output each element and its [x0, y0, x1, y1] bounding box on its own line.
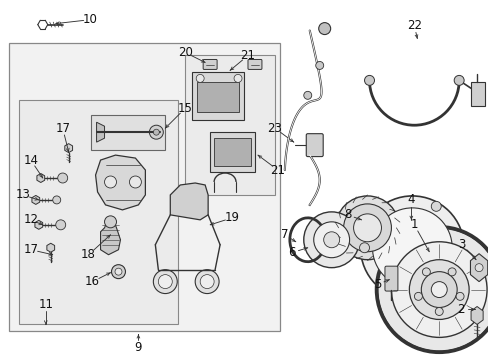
Polygon shape [37, 174, 44, 183]
Circle shape [343, 204, 390, 252]
Circle shape [413, 292, 422, 300]
Text: 8: 8 [343, 208, 350, 221]
Text: 15: 15 [178, 102, 192, 115]
Text: 14: 14 [23, 154, 38, 167]
Bar [197, 82, 239, 112]
Circle shape [364, 75, 374, 85]
Text: 23: 23 [267, 122, 282, 135]
Circle shape [430, 284, 440, 294]
Circle shape [153, 270, 177, 293]
Polygon shape [35, 220, 42, 229]
Polygon shape [32, 195, 40, 204]
Polygon shape [65, 144, 72, 153]
Circle shape [315, 62, 323, 69]
Circle shape [372, 208, 451, 288]
Circle shape [360, 196, 463, 300]
Text: 3: 3 [458, 238, 465, 251]
Polygon shape [95, 155, 145, 210]
Circle shape [115, 268, 122, 275]
Text: 19: 19 [224, 211, 239, 224]
Circle shape [474, 264, 482, 272]
Text: 17: 17 [55, 122, 70, 135]
Text: 4: 4 [407, 193, 414, 206]
Circle shape [56, 220, 65, 230]
Circle shape [303, 91, 311, 99]
Circle shape [158, 275, 172, 289]
Text: 11: 11 [38, 298, 53, 311]
Polygon shape [96, 122, 104, 142]
Circle shape [149, 125, 163, 139]
Circle shape [353, 214, 381, 242]
Polygon shape [47, 243, 55, 252]
Circle shape [455, 292, 463, 300]
Circle shape [196, 75, 203, 82]
Text: 6: 6 [287, 246, 295, 259]
Circle shape [430, 201, 440, 211]
Polygon shape [170, 183, 208, 220]
Circle shape [195, 270, 219, 293]
Circle shape [303, 212, 359, 268]
Circle shape [434, 307, 442, 315]
Text: 16: 16 [85, 275, 100, 288]
Circle shape [153, 129, 159, 135]
Text: 12: 12 [23, 213, 38, 226]
Bar [90, 115, 165, 150]
Polygon shape [470, 306, 482, 324]
Text: 7: 7 [281, 228, 288, 241]
FancyBboxPatch shape [203, 59, 217, 69]
Bar [214, 138, 250, 166]
Bar [210, 132, 254, 172]
FancyBboxPatch shape [305, 134, 323, 157]
Circle shape [104, 216, 116, 228]
Text: 21: 21 [270, 163, 285, 176]
Text: 22: 22 [406, 19, 421, 32]
Text: 1: 1 [410, 218, 417, 231]
Circle shape [318, 23, 330, 35]
Circle shape [129, 176, 141, 188]
Circle shape [359, 243, 369, 253]
Polygon shape [101, 218, 120, 255]
Polygon shape [469, 254, 487, 282]
Circle shape [313, 222, 349, 258]
Circle shape [453, 75, 463, 85]
Circle shape [421, 272, 456, 307]
Circle shape [323, 232, 339, 248]
FancyBboxPatch shape [247, 59, 262, 69]
Circle shape [430, 282, 447, 298]
Text: 9: 9 [134, 341, 142, 354]
Bar [470, 82, 484, 106]
Circle shape [234, 75, 242, 82]
Circle shape [104, 176, 116, 188]
Text: 13: 13 [16, 188, 30, 202]
Circle shape [447, 268, 455, 276]
Text: 20: 20 [178, 46, 192, 59]
FancyBboxPatch shape [384, 266, 397, 291]
Circle shape [377, 228, 488, 351]
Circle shape [408, 260, 468, 319]
Circle shape [422, 268, 429, 276]
Text: 2: 2 [456, 303, 464, 316]
Bar [9, 42, 279, 332]
Circle shape [53, 196, 61, 204]
Text: 17: 17 [23, 243, 38, 256]
Text: 18: 18 [81, 248, 96, 261]
Text: 5: 5 [373, 278, 380, 291]
Bar [192, 72, 244, 120]
Bar [185, 55, 274, 195]
Circle shape [111, 265, 125, 279]
Circle shape [58, 173, 67, 183]
Circle shape [335, 196, 399, 260]
Text: 10: 10 [83, 13, 98, 26]
Bar [19, 100, 178, 324]
Circle shape [390, 242, 486, 337]
Text: 21: 21 [240, 49, 255, 62]
Circle shape [200, 275, 214, 289]
